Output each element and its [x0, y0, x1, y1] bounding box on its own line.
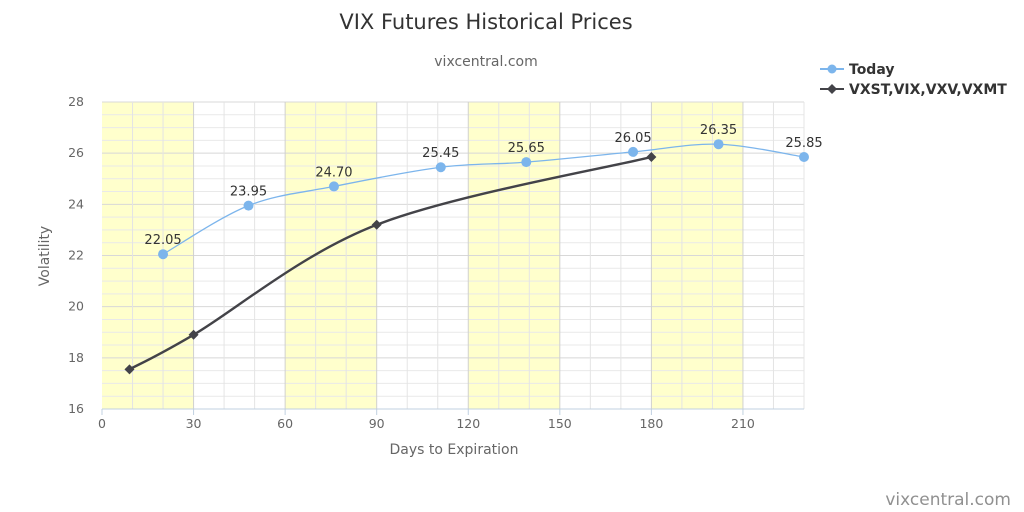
- series-today-point: [435, 162, 446, 173]
- x-tick-label: 180: [639, 416, 663, 431]
- legend-item-term-structure[interactable]: VXST,VIX,VXV,VXMT: [820, 82, 1007, 98]
- series-today-point: [628, 146, 639, 157]
- data-label: 26.05: [614, 131, 651, 146]
- x-axis-title: Days to Expiration: [390, 442, 519, 458]
- chart-title: VIX Futures Historical Prices: [339, 10, 632, 34]
- x-tick-label: 0: [98, 416, 106, 431]
- chart-subtitle: vixcentral.com: [434, 54, 537, 70]
- x-tick-label: 60: [277, 416, 293, 431]
- series-today-point: [243, 200, 254, 211]
- y-tick-label: 24: [68, 196, 84, 211]
- series-layer: [124, 139, 809, 375]
- y-tick-label: 16: [68, 401, 84, 416]
- legend-term-label: VXST,VIX,VXV,VXMT: [849, 82, 1007, 98]
- legend-today-marker: [827, 64, 837, 74]
- axes: 0 30 60 90 120 150 180 210 16 18 20 22 24 26 28: [68, 94, 804, 431]
- data-labels: 22.05 23.95 24.70 25.45 25.65 26.05 26.35 25.85: [144, 123, 822, 248]
- series-today-point: [521, 157, 532, 168]
- series-today-point: [799, 152, 809, 163]
- series-today-line: [162, 143, 805, 255]
- series-term-structure-point: [124, 364, 135, 375]
- data-label: 26.35: [700, 123, 737, 138]
- series-term-structure-point: [646, 152, 657, 163]
- data-label: 24.70: [315, 165, 352, 180]
- x-tick-label: 30: [186, 416, 202, 431]
- y-tick-label: 26: [68, 145, 84, 160]
- x-tick-label: 90: [369, 416, 385, 431]
- x-tick-label: 150: [548, 416, 572, 431]
- series-today-point: [713, 139, 724, 150]
- x-tick-label: 210: [731, 416, 755, 431]
- legend-item-today[interactable]: Today: [820, 62, 894, 78]
- x-tick-label: 120: [456, 416, 480, 431]
- series-term-structure-line: [128, 155, 652, 371]
- y-tick-label: 22: [68, 248, 84, 263]
- legend: Today VXST,VIX,VXV,VXMT: [820, 62, 1007, 98]
- legend-today-label: Today: [849, 62, 894, 78]
- y-tick-label: 20: [68, 299, 84, 314]
- y-tick-label: 18: [68, 350, 84, 365]
- data-label: 25.45: [422, 146, 459, 161]
- y-axis-title: Volatility: [37, 226, 53, 286]
- data-label: 25.65: [508, 141, 545, 156]
- legend-term-marker: [827, 84, 837, 94]
- series-term-structure-point: [188, 329, 199, 340]
- y-tick-label: 28: [68, 94, 84, 109]
- data-label: 22.05: [144, 233, 181, 248]
- series-term-structure-point: [371, 219, 382, 230]
- series-today-point: [328, 181, 339, 192]
- data-label: 23.95: [230, 185, 267, 200]
- series-today-point: [158, 249, 169, 260]
- credits[interactable]: vixcentral.com: [885, 490, 1011, 510]
- data-label: 25.85: [785, 136, 822, 151]
